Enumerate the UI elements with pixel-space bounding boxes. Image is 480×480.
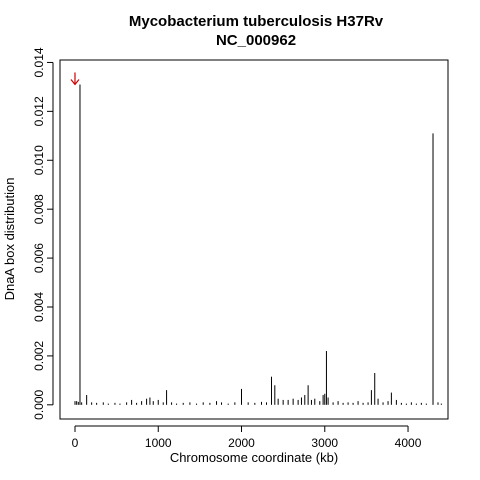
y-tick-label: 0.004 bbox=[32, 292, 46, 322]
annotation-group bbox=[70, 72, 80, 86]
plot-frame bbox=[59, 59, 449, 420]
x-tick-label: 1000 bbox=[145, 436, 172, 450]
y-tick-label: 0.008 bbox=[32, 194, 46, 224]
y-tick-label: 0.006 bbox=[32, 243, 46, 273]
x-axis: 0 1000 2000 3000 4000 bbox=[72, 425, 422, 450]
y-tick-label: 0.014 bbox=[32, 47, 46, 77]
bars-group bbox=[74, 84, 442, 405]
y-tick-label: 0.012 bbox=[32, 96, 46, 126]
x-tick-label: 3000 bbox=[311, 436, 338, 450]
x-tick-label: 4000 bbox=[395, 436, 422, 450]
y-tick-label: 0.002 bbox=[32, 341, 46, 371]
x-tick-label: 0 bbox=[72, 436, 79, 450]
x-axis-label: Chromosome coordinate (kb) bbox=[170, 450, 338, 465]
y-tick-label: 0.010 bbox=[32, 145, 46, 175]
y-axis: 0.000 0.002 0.004 0.006 0.008 0.010 0.012 0.014 bbox=[32, 47, 54, 420]
x-tick-label: 2000 bbox=[228, 436, 255, 450]
y-tick-label: 0.000 bbox=[32, 389, 46, 419]
chart-subtitle: NC_000962 bbox=[216, 32, 296, 49]
chart-title: Mycobacterium tuberculosis H37Rv bbox=[129, 13, 384, 30]
y-axis-label: DnaA box distribution bbox=[2, 178, 17, 301]
arrow-head bbox=[70, 79, 80, 86]
